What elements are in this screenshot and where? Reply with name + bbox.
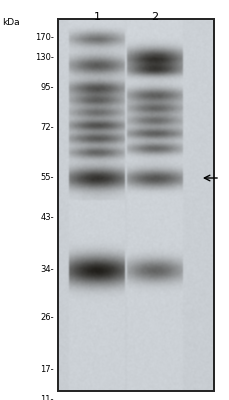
- Text: 11-: 11-: [41, 396, 54, 400]
- Text: 43-: 43-: [40, 214, 54, 222]
- Text: 130-: 130-: [35, 54, 54, 62]
- Text: 72-: 72-: [40, 124, 54, 132]
- Text: 17-: 17-: [40, 366, 54, 374]
- Text: 26-: 26-: [40, 314, 54, 322]
- Text: 170-: 170-: [35, 34, 54, 42]
- Text: 55-: 55-: [41, 174, 54, 182]
- Text: 95-: 95-: [41, 84, 54, 92]
- Text: 2: 2: [151, 12, 158, 22]
- Text: 1: 1: [93, 12, 101, 22]
- Text: 34-: 34-: [40, 266, 54, 274]
- Text: kDa: kDa: [2, 18, 20, 27]
